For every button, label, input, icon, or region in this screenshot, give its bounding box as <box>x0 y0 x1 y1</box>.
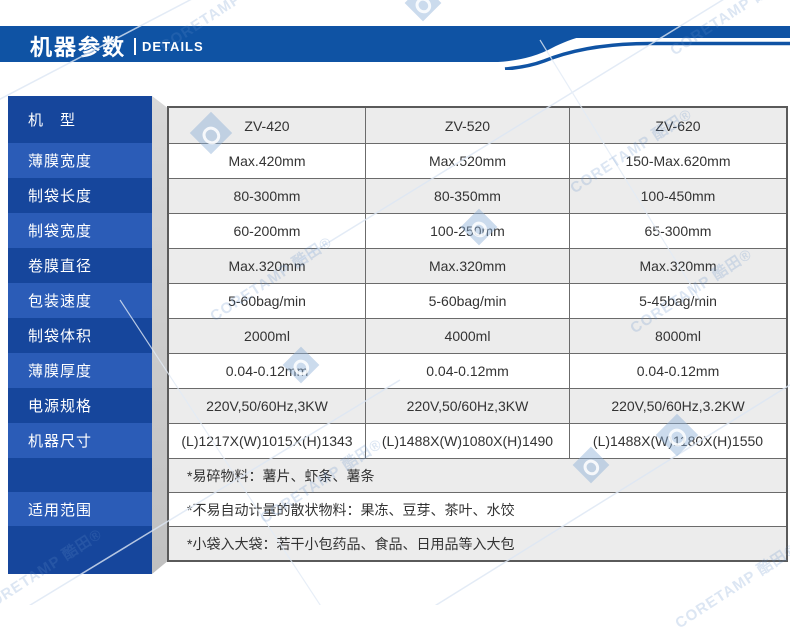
row-label-text: 薄膜宽度 <box>28 153 93 170</box>
row-label-bag-length: 制袋长度 <box>8 178 152 213</box>
spec-cell: 0.04-0.12mm <box>365 354 569 388</box>
spec-cell: (L)1488X(W)1080X(H)1490 <box>365 424 569 458</box>
spec-cell: 5-45bag/min <box>569 284 786 318</box>
row-label-power-spec: 电源规格 <box>8 388 152 423</box>
page-title: 机器参数 DETAILS <box>30 30 204 62</box>
table-row-roll-diameter: Max.320mm Max.320mm Max.320mm <box>169 248 786 283</box>
spec-cell: 8000ml <box>569 319 786 353</box>
table-row-bag-width: 60-200mm 100-250mm 65-300mm <box>169 213 786 248</box>
spec-cell: 0.04-0.12mm <box>225 363 309 379</box>
spec-cell: 80-300mm <box>233 188 301 204</box>
spec-cell: 150-Max.620mm <box>569 144 786 178</box>
spec-cell: ZV-520 <box>365 108 569 143</box>
row-label-machine-size: 机器尺寸 <box>8 423 152 458</box>
spec-cell: Max.520mm <box>365 144 569 178</box>
table-row-film-width: Max.420mm Max.520mm 150-Max.620mm <box>169 143 786 178</box>
spec-cell: Max.320mm <box>569 249 786 283</box>
row-label-model: 机 型 <box>8 96 152 143</box>
table-row-packing-speed: 5-60bag/min 5-60bag/min 5-45bag/min <box>169 283 786 318</box>
spec-cell: (L)1488X(W)1180X(H)1550 <box>569 424 786 458</box>
spec-cell: 2000ml <box>244 328 290 344</box>
application-row: *小袋入大袋：若干小包药品、食品、日用品等入大包 <box>169 526 786 560</box>
sidebar-spacer <box>8 526 152 574</box>
row-label-application: 适用范围 <box>8 492 152 526</box>
row-label-film-thickness: 薄膜厚度 <box>8 353 152 388</box>
table-row-machine-size: (L)1217X(W)1015X(H)1343 (L)1488X(W)1080X… <box>169 423 786 458</box>
spec-cell: Max.420mm <box>228 153 306 169</box>
row-label-packing-speed: 包装速度 <box>8 283 152 318</box>
row-label-text: 制袋体积 <box>28 328 93 345</box>
spec-cell: 0.04-0.12mm <box>569 354 786 388</box>
spec-cell: 65-300mm <box>569 214 786 248</box>
row-label-text: 机 型 <box>28 112 77 129</box>
table-row-bag-length: 80-300mm 80-350mm 100-450mm <box>169 178 786 213</box>
spec-cell: 60-200mm <box>233 223 301 239</box>
table-row-model: ZV-420 ZV-520 ZV-620 <box>169 108 786 143</box>
spec-cell: ZV-420 <box>244 117 290 134</box>
spec-cell: 80-350mm <box>365 179 569 213</box>
spec-cell: 100-250mm <box>365 214 569 248</box>
row-label-text: 适用范围 <box>28 501 93 519</box>
page-title-cn: 机器参数 <box>30 35 127 60</box>
sidebar-spacer <box>8 458 152 492</box>
row-label-text: 卷膜直径 <box>28 258 93 275</box>
row-label-text: 机器尺寸 <box>28 433 93 450</box>
row-label-text: 制袋宽度 <box>28 223 93 240</box>
row-label-text: 电源规格 <box>28 398 93 415</box>
spec-cell: (L)1217X(W)1015X(H)1343 <box>181 433 353 449</box>
application-row: *易碎物料：薯片、虾条、薯条 <box>169 458 786 492</box>
spec-cell: 4000ml <box>365 319 569 353</box>
table-row-bag-volume: 2000ml 4000ml 8000ml <box>169 318 786 353</box>
row-label-text: 包装速度 <box>28 293 93 310</box>
page-title-en: DETAILS <box>134 37 204 55</box>
row-label-text: 制袋长度 <box>28 188 93 205</box>
spec-cell: Max.320mm <box>228 258 306 274</box>
row-label-film-width: 薄膜宽度 <box>8 143 152 178</box>
spec-cell: 100-450mm <box>569 179 786 213</box>
table-row-film-thickness: 0.04-0.12mm 0.04-0.12mm 0.04-0.12mm <box>169 353 786 388</box>
spec-cell: 220V,50/60Hz,3.2KW <box>569 389 786 423</box>
spec-cell: 220V,50/60Hz,3KW <box>206 398 328 414</box>
spec-table: ZV-420 ZV-520 ZV-620 Max.420mm Max.520mm… <box>167 106 788 562</box>
row-label-bag-width: 制袋宽度 <box>8 213 152 248</box>
parameter-label-column: 机 型 薄膜宽度 制袋长度 制袋宽度 卷膜直径 包装速度 制袋体积 薄膜厚度 电… <box>8 96 152 574</box>
spec-cell: Max.320mm <box>365 249 569 283</box>
table-row-power-spec: 220V,50/60Hz,3KW 220V,50/60Hz,3KW 220V,5… <box>169 388 786 423</box>
row-label-roll-diameter: 卷膜直径 <box>8 248 152 283</box>
row-label-text: 薄膜厚度 <box>28 363 93 380</box>
spec-cell: ZV-620 <box>569 108 786 143</box>
row-label-bag-volume: 制袋体积 <box>8 318 152 353</box>
spec-cell: 220V,50/60Hz,3KW <box>365 389 569 423</box>
spec-cell: 5-60bag/min <box>365 284 569 318</box>
application-row: *不易自动计量的散状物料：果冻、豆芽、茶叶、水饺 <box>169 492 786 526</box>
spec-cell: 5-60bag/min <box>228 293 306 309</box>
